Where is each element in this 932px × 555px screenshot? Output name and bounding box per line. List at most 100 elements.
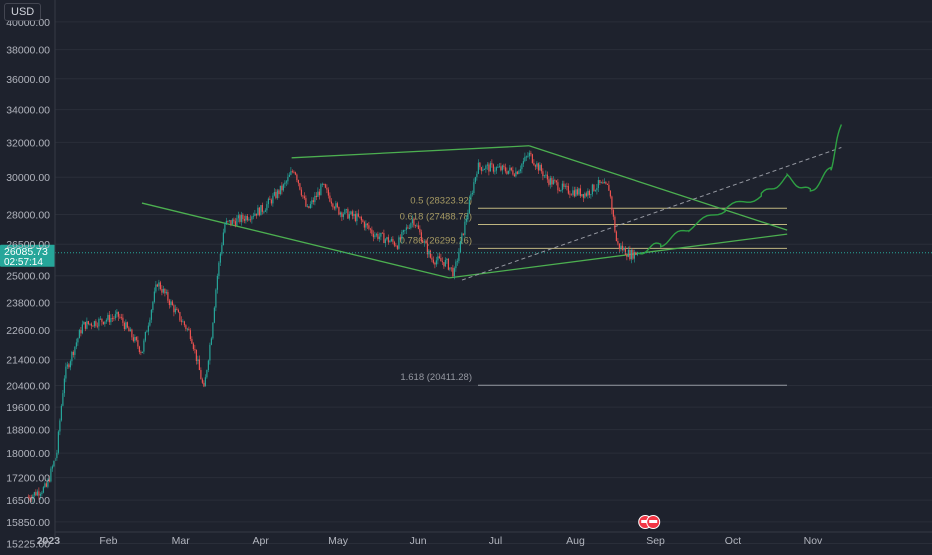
candle-body xyxy=(168,300,170,306)
candle-body xyxy=(329,195,331,202)
time-axis-label[interactable]: Feb xyxy=(99,535,117,547)
candle-body xyxy=(377,233,379,239)
price-axis-label[interactable]: 32000.00 xyxy=(6,137,50,149)
candle-body xyxy=(152,301,154,310)
candle-body xyxy=(287,176,289,182)
time-axis-label[interactable]: Mar xyxy=(172,535,191,547)
trendline[interactable] xyxy=(448,233,788,279)
candle-body xyxy=(413,219,415,226)
currency-badge[interactable]: USD xyxy=(4,3,42,21)
price-axis-label[interactable]: 19600.00 xyxy=(6,402,50,414)
price-axis-label[interactable]: 22600.00 xyxy=(6,325,50,337)
time-axis-label[interactable]: Aug xyxy=(566,535,585,547)
candle-body xyxy=(255,213,257,216)
candle-body xyxy=(357,213,359,217)
candle-body xyxy=(197,359,199,361)
candle-body xyxy=(105,319,107,322)
candle-body xyxy=(498,166,500,168)
candle-body xyxy=(557,182,559,191)
candle-body xyxy=(225,220,227,225)
time-axis-label[interactable]: Nov xyxy=(804,535,823,547)
price-axis-label[interactable]: 15850.00 xyxy=(6,517,50,529)
candle-body xyxy=(503,165,505,168)
candle-body xyxy=(243,219,245,221)
candle-body xyxy=(416,225,418,227)
price-axis-label[interactable]: 34000.00 xyxy=(6,105,50,117)
candle-body xyxy=(135,336,137,341)
current-price-badge[interactable] xyxy=(0,244,55,267)
time-axis[interactable]: 2023 Feb Mar Apr May Jun Jul Aug Sep Oct Nov xyxy=(37,531,932,547)
candle-body xyxy=(539,164,541,171)
time-axis-label[interactable]: Jun xyxy=(410,535,427,547)
candle-body xyxy=(626,254,628,257)
candle-body xyxy=(159,282,161,290)
price-axis[interactable]: 40000.0038000.0036000.0034000.0032000.00… xyxy=(6,0,56,551)
price-axis-label[interactable]: 23800.00 xyxy=(6,297,50,309)
candle-body xyxy=(362,220,364,222)
price-axis-label[interactable]: 20400.00 xyxy=(6,381,50,393)
candle-body xyxy=(422,241,424,243)
candle-body xyxy=(87,321,89,324)
candle-body xyxy=(309,204,311,208)
candle-body xyxy=(306,206,308,208)
candle-body xyxy=(137,340,139,347)
candle-body xyxy=(341,212,343,217)
price-axis-label[interactable]: 36000.00 xyxy=(6,74,50,86)
time-axis-label[interactable]: Sep xyxy=(646,535,665,547)
price-axis-label[interactable]: 17200.00 xyxy=(6,473,50,485)
candle-body xyxy=(605,181,607,184)
candle-body xyxy=(291,171,293,173)
candle-body xyxy=(263,211,265,213)
candle-body xyxy=(429,250,431,258)
time-axis-label[interactable]: Jul xyxy=(489,535,502,547)
price-axis-label[interactable]: 16500.00 xyxy=(6,495,50,507)
price-axis-label[interactable]: 26500.00 xyxy=(6,239,50,251)
trendlines[interactable] xyxy=(141,145,842,281)
price-axis-label[interactable]: 25000.00 xyxy=(6,271,50,283)
candle-body xyxy=(549,178,551,185)
candle-body xyxy=(554,180,556,181)
candle-body xyxy=(206,369,208,378)
price-axis-label[interactable]: 21400.00 xyxy=(6,355,50,367)
time-axis-label[interactable]: 2023 xyxy=(37,535,61,547)
candle-body xyxy=(566,185,568,187)
price-axis-label[interactable]: 18800.00 xyxy=(6,425,50,437)
candle-body xyxy=(378,236,380,239)
projection-path[interactable] xyxy=(637,124,843,255)
time-axis-label[interactable]: Oct xyxy=(725,535,741,547)
candle-body xyxy=(600,182,602,184)
trendline[interactable] xyxy=(141,202,450,279)
candle-body xyxy=(173,305,175,313)
projection-line[interactable] xyxy=(637,124,843,255)
candle-body xyxy=(147,325,149,332)
candle-body xyxy=(99,318,101,320)
candle-body xyxy=(219,253,221,263)
candle-body xyxy=(465,219,467,222)
time-axis-label[interactable]: Apr xyxy=(252,535,269,547)
candle-body xyxy=(567,186,569,194)
candle-body xyxy=(251,216,253,220)
price-axis-label[interactable]: 38000.00 xyxy=(6,45,50,57)
candle-body xyxy=(501,165,503,171)
trendline[interactable] xyxy=(291,145,530,159)
price-axis-label[interactable]: 28000.00 xyxy=(6,210,50,222)
candle-body xyxy=(290,171,292,175)
fibonacci-levels[interactable]: 0.5 (28323.92) 0.618 (27488.78) 0.786 (262… xyxy=(400,195,787,386)
candle-body xyxy=(104,321,106,325)
price-axis-label[interactable]: 18000.00 xyxy=(6,448,50,460)
event-markers[interactable] xyxy=(638,515,661,529)
time-axis-label[interactable]: May xyxy=(328,535,349,547)
candle-body xyxy=(189,330,191,339)
fib-level-label: 0.5 (28323.92) xyxy=(410,195,472,206)
candle-body xyxy=(455,261,457,269)
trendline[interactable] xyxy=(528,145,788,231)
price-axis-label[interactable]: 30000.00 xyxy=(6,172,50,184)
candle-body xyxy=(528,152,530,157)
price-axis-label[interactable]: 15225.00 xyxy=(6,539,50,551)
candle-body xyxy=(540,164,542,172)
candle-body xyxy=(143,340,145,352)
candle-body xyxy=(128,327,130,332)
dashed-projection-line[interactable] xyxy=(461,147,842,281)
candle-body xyxy=(131,329,133,338)
